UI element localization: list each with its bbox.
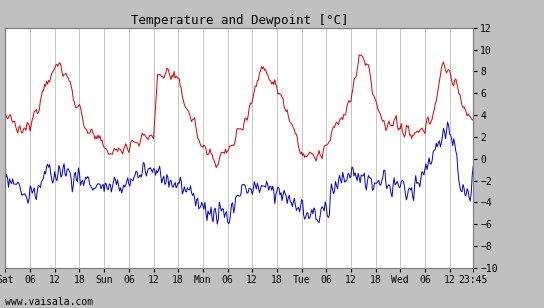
Title: Temperature and Dewpoint [°C]: Temperature and Dewpoint [°C] [131,14,348,26]
Text: www.vaisala.com: www.vaisala.com [5,297,94,307]
